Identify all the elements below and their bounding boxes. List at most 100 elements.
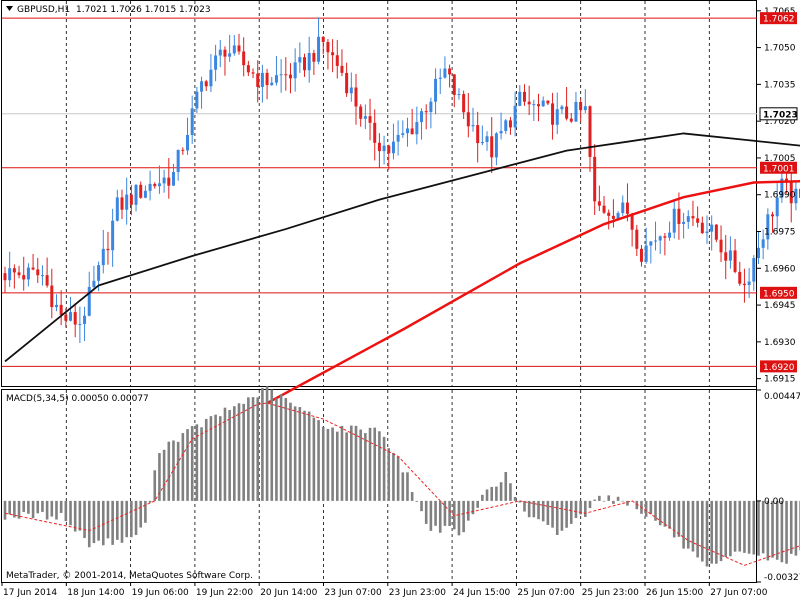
candle-body	[588, 106, 592, 157]
macd-bar	[443, 500, 447, 526]
macd-bar	[373, 427, 377, 501]
macd-bar	[509, 483, 512, 501]
macd-bar	[771, 500, 774, 558]
macd-bar	[757, 500, 760, 556]
candle-body	[466, 112, 470, 127]
time-tick-label: 23 Jun 07:00	[325, 588, 382, 598]
price-tick-label: 1.6915	[764, 375, 796, 385]
macd-signal	[4, 402, 800, 566]
macd-bar	[607, 495, 611, 501]
candle-body	[200, 81, 204, 92]
candle-body	[171, 172, 175, 186]
candle-body	[274, 75, 278, 83]
macd-bar	[153, 470, 157, 501]
macd-bar	[438, 500, 442, 533]
macd-bar	[527, 500, 531, 518]
candle-body	[616, 213, 620, 219]
macd-bar	[3, 500, 7, 520]
macd-tick-label: 0.00447	[764, 392, 800, 402]
level-label-box	[760, 360, 797, 373]
macd-bar	[761, 500, 765, 554]
candle-body	[686, 216, 690, 222]
candle-body	[696, 218, 700, 223]
macd-bar	[504, 471, 508, 501]
macd-bar	[715, 500, 718, 564]
candle-body	[83, 315, 87, 324]
candle-body	[125, 194, 129, 210]
macd-bar	[31, 500, 35, 519]
macd-bar	[204, 418, 208, 501]
macd-bar	[644, 500, 648, 517]
macd-bar	[265, 386, 269, 501]
macd-bar	[167, 441, 171, 501]
candle-body	[663, 236, 667, 238]
candle-body	[682, 221, 686, 224]
candle-body	[293, 62, 297, 79]
macd-bar	[598, 495, 601, 501]
macd-bar	[214, 414, 217, 501]
macd-bar	[228, 409, 231, 501]
macd-bar	[158, 453, 161, 501]
macd-bar	[223, 407, 227, 501]
candle-body	[569, 118, 573, 122]
macd-bar	[134, 500, 138, 535]
candle-body	[649, 241, 653, 246]
macd-bar	[701, 500, 704, 562]
candle-body	[22, 275, 26, 280]
candle-body	[635, 229, 639, 249]
candle-body	[335, 55, 339, 66]
price-tick-label: 1.6930	[764, 338, 796, 348]
candle-body	[391, 141, 395, 154]
macd-bar	[317, 420, 320, 501]
macd-bar	[682, 500, 685, 549]
candle-body	[204, 81, 208, 87]
candle-body	[40, 275, 44, 277]
candle-body	[443, 68, 447, 78]
candle-body	[307, 53, 311, 71]
macd-bar	[45, 500, 49, 520]
price-tick-label: 1.6990	[764, 191, 796, 201]
candle-body	[471, 125, 475, 127]
candle-body	[45, 275, 49, 286]
macd-bar	[181, 433, 185, 501]
candle-body	[260, 72, 264, 87]
candle-body	[714, 224, 718, 240]
candles	[3, 17, 800, 343]
candle-body	[756, 247, 760, 259]
candle-body	[181, 149, 185, 151]
candle-body	[157, 183, 161, 187]
macd-bar	[83, 500, 86, 539]
price-levels	[2, 17, 757, 367]
macd-bar	[242, 403, 245, 501]
macd-bar	[602, 500, 606, 502]
candle-body	[490, 136, 494, 158]
macd-bar	[22, 500, 26, 512]
candle-body	[766, 214, 770, 240]
macd-bar	[162, 449, 166, 501]
candle-body	[396, 134, 400, 142]
candle-body	[719, 239, 723, 253]
macd-bar	[41, 500, 44, 512]
candle-body	[672, 208, 676, 233]
level-label: 1.6950	[763, 289, 795, 299]
chart-menu-icon[interactable]	[6, 6, 13, 11]
macd-bar	[396, 456, 400, 501]
candle-body	[621, 202, 625, 214]
macd-bar	[794, 500, 798, 556]
candle-body	[270, 82, 274, 86]
macd-bar	[448, 500, 451, 527]
macd-bar	[8, 500, 11, 515]
price-tick-label: 1.7035	[764, 80, 796, 90]
candle-body	[8, 268, 12, 281]
candle-body	[537, 104, 541, 107]
candle-body	[728, 250, 732, 261]
time-tick-label: 19 Jun 06:00	[132, 588, 189, 598]
candle-body	[12, 268, 16, 273]
macd-bar	[125, 500, 128, 538]
macd-bar	[775, 500, 779, 560]
candle-body	[415, 122, 419, 135]
macd-bar	[738, 500, 742, 552]
macd-bar	[457, 500, 461, 536]
candle-body	[363, 116, 367, 119]
